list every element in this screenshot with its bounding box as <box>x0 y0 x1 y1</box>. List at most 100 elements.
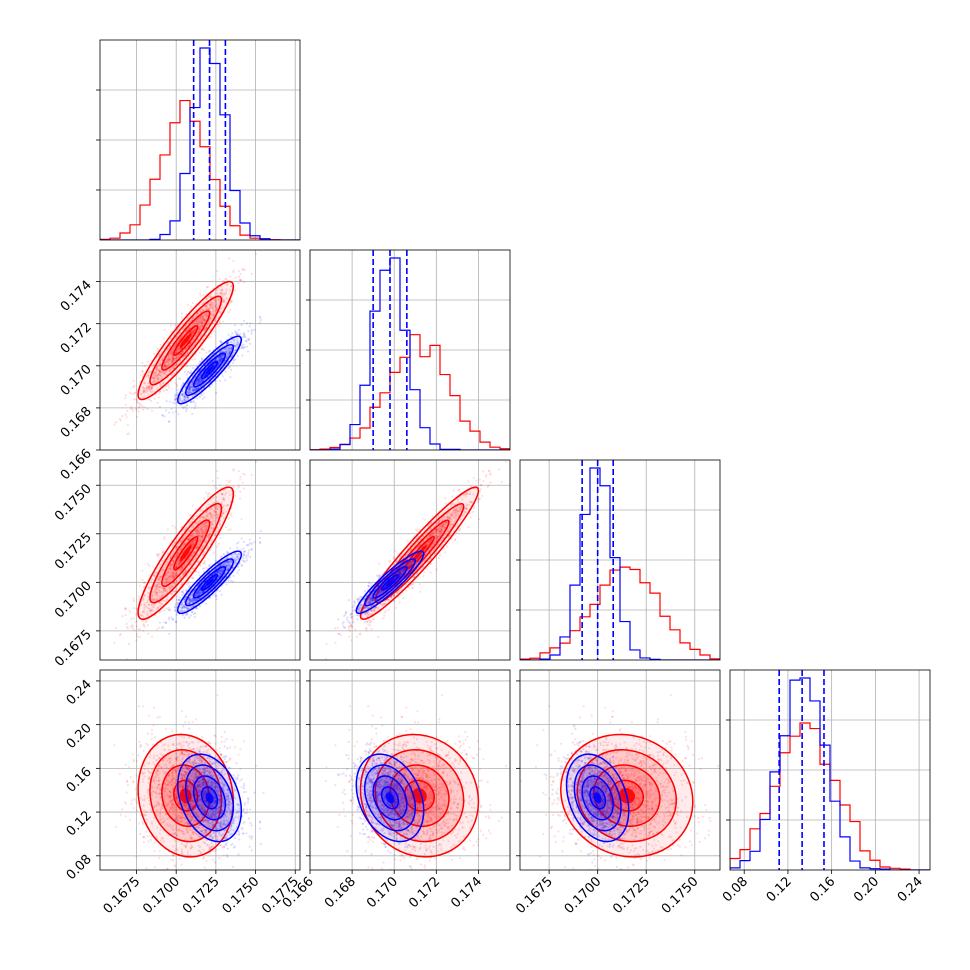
scatter-point <box>195 380 198 384</box>
scatter-point <box>199 315 202 318</box>
scatter-point <box>215 307 218 311</box>
scatter-point <box>247 350 250 353</box>
scatter-point <box>190 385 193 389</box>
scatter-point <box>177 348 181 351</box>
scatter-point <box>179 353 182 356</box>
scatter-point <box>245 556 248 559</box>
scatter-point <box>219 341 223 344</box>
scatter-point <box>146 385 149 388</box>
scatter-point <box>185 357 189 361</box>
scatter-point <box>198 316 201 319</box>
scatter-point <box>188 315 191 318</box>
scatter-point <box>196 378 199 381</box>
scatter-point <box>228 257 231 260</box>
scatter-point <box>185 403 189 407</box>
scatter-point <box>198 376 202 379</box>
scatter-point <box>218 358 221 361</box>
scatter-point <box>171 352 174 355</box>
scatter-point <box>171 359 175 362</box>
scatter-point <box>135 400 139 403</box>
scatter-point <box>229 275 232 278</box>
scatter-point <box>180 312 184 315</box>
scatter-point <box>159 383 162 386</box>
scatter-point <box>138 628 142 631</box>
scatter-point <box>143 377 146 380</box>
scatter-point <box>198 377 201 380</box>
scatter-point <box>211 306 214 309</box>
panel-0-0 <box>96 39 301 241</box>
scatter-point <box>223 299 226 302</box>
scatter-point <box>153 397 156 400</box>
scatter-point <box>213 363 216 367</box>
scatter-point <box>173 346 176 349</box>
scatter-point <box>168 608 172 611</box>
scatter-point <box>150 370 153 373</box>
scatter-point <box>171 361 174 364</box>
scatter-point <box>175 363 179 366</box>
scatter-point <box>233 341 236 344</box>
scatter-point <box>188 385 191 388</box>
scatter-point <box>188 387 192 391</box>
scatter-point <box>153 376 156 380</box>
scatter-point <box>217 542 220 546</box>
scatter-point <box>235 344 238 347</box>
scatter-point <box>171 356 174 360</box>
scatter-point <box>199 294 202 297</box>
scatter-point <box>131 407 134 410</box>
scatter-point <box>177 338 181 341</box>
scatter-point <box>132 379 136 383</box>
scatter-point <box>188 344 191 347</box>
scatter-point <box>233 344 237 348</box>
scatter-point <box>187 388 191 391</box>
scatter-point <box>164 364 167 367</box>
scatter-point <box>164 409 168 412</box>
scatter-point <box>186 396 189 399</box>
scatter-point <box>142 386 145 390</box>
scatter-point <box>197 311 200 314</box>
scatter-point <box>153 377 156 380</box>
scatter-point <box>158 405 161 409</box>
scatter-point <box>205 324 209 327</box>
scatter-point <box>200 324 203 327</box>
scatter-point <box>175 356 178 360</box>
scatter-point <box>146 386 149 390</box>
scatter-point <box>240 344 243 347</box>
scatter-point <box>192 389 195 392</box>
scatter-point <box>157 373 160 376</box>
scatter-point <box>168 420 171 423</box>
scatter-point <box>230 299 233 303</box>
scatter-point <box>170 367 173 370</box>
scatter-point <box>143 364 146 367</box>
scatter-point <box>236 354 239 358</box>
scatter-point <box>143 387 146 390</box>
scatter-point <box>135 389 139 392</box>
scatter-point <box>167 384 170 387</box>
scatter-point <box>225 292 228 295</box>
scatter-point <box>185 404 188 407</box>
scatter-point <box>232 574 235 578</box>
scatter-point <box>191 301 194 305</box>
scatter-point <box>121 414 124 418</box>
scatter-point <box>189 614 193 617</box>
scatter-point <box>234 494 237 498</box>
scatter-point <box>230 300 234 303</box>
scatter-point <box>234 349 237 352</box>
scatter-point <box>179 378 182 381</box>
scatter-point <box>242 319 245 322</box>
scatter-point <box>227 345 230 348</box>
scatter-point <box>234 490 237 493</box>
scatter-point <box>219 356 222 359</box>
scatter-point <box>167 354 170 357</box>
scatter-point <box>157 373 160 376</box>
scatter-point <box>180 393 183 396</box>
scatter-point <box>199 341 202 344</box>
scatter-point <box>225 479 228 482</box>
scatter-point <box>215 303 218 306</box>
scatter-point <box>198 377 201 380</box>
scatter-point <box>232 269 235 272</box>
scatter-point <box>208 303 211 306</box>
scatter-point <box>171 349 175 352</box>
scatter-point <box>207 322 210 325</box>
scatter-point <box>194 335 198 338</box>
scatter-point <box>189 342 192 345</box>
